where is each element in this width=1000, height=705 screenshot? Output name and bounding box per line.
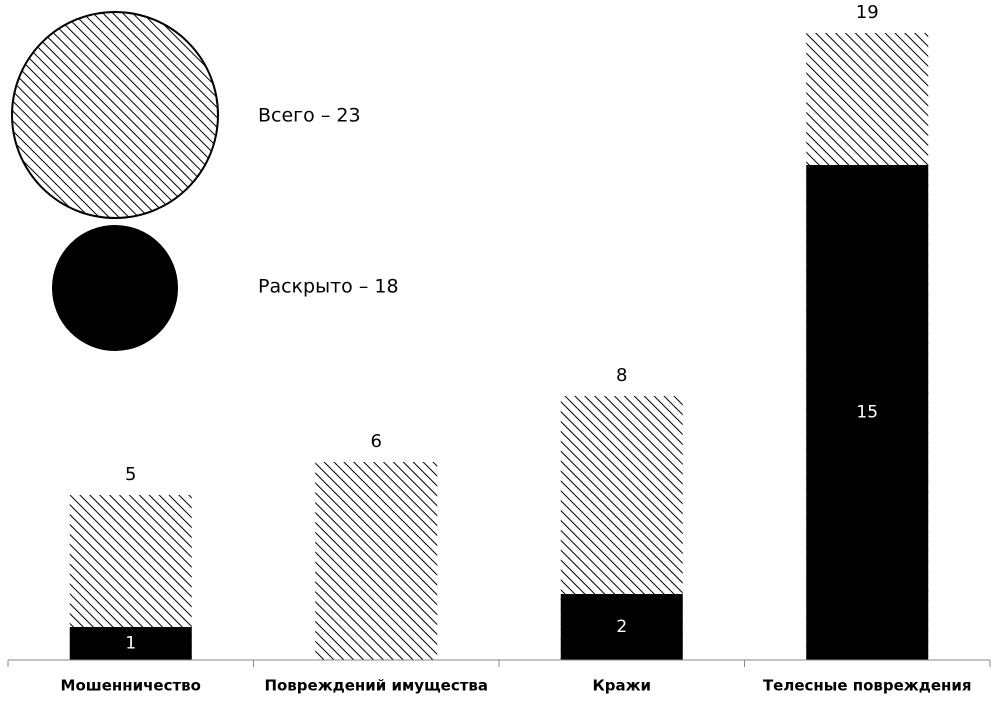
legend-swatch bbox=[11, 11, 219, 219]
value-label: 8 bbox=[616, 365, 627, 386]
legend-swatch bbox=[52, 225, 178, 351]
x-tick-label: Кражи bbox=[592, 677, 651, 695]
bar bbox=[806, 165, 929, 660]
x-tick-label: Повреждений имущества bbox=[264, 677, 488, 695]
value-label: 2 bbox=[616, 617, 627, 637]
x-tick-label: Мошенничество bbox=[61, 677, 201, 695]
legend-label: Раскрыто – 18 bbox=[258, 276, 399, 298]
bar bbox=[69, 627, 192, 660]
legend-label: Всего – 23 bbox=[258, 105, 361, 127]
x-tick-label: Телесные повреждения bbox=[763, 677, 972, 695]
bar bbox=[560, 594, 683, 660]
value-label: 5 bbox=[125, 464, 136, 485]
bar bbox=[315, 462, 438, 660]
value-label: 19 bbox=[856, 2, 879, 23]
value-label: 15 bbox=[856, 403, 878, 423]
value-label: 6 bbox=[371, 431, 382, 452]
value-label: 1 bbox=[125, 634, 136, 654]
